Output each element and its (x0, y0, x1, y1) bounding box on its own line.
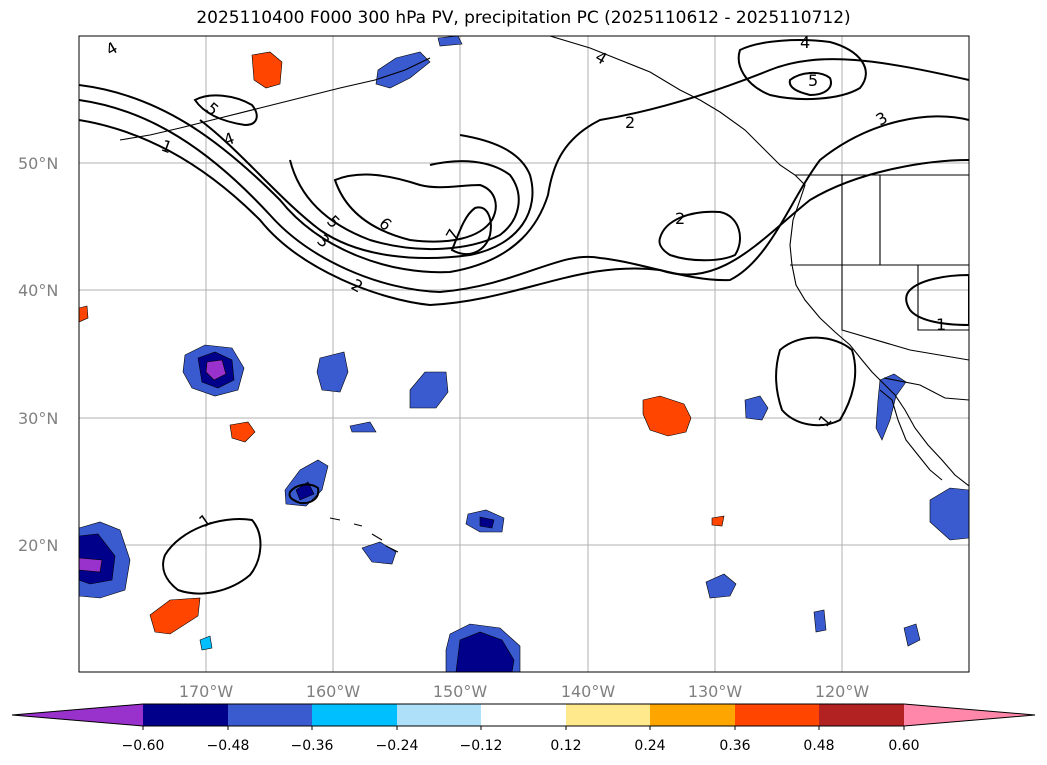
state-borders (790, 174, 969, 361)
pv-contour-3 (79, 58, 969, 274)
precip-positive-patch (79, 305, 89, 323)
lon-label: 120°W (815, 682, 870, 701)
lat-label: 40°N (18, 281, 58, 300)
precip-negative-patch (903, 623, 921, 647)
pv-contour-5-ne (788, 72, 832, 97)
pv-contour-4 (199, 119, 534, 259)
precip-negative-patch (349, 421, 377, 433)
colorbar-bin (481, 704, 566, 726)
lon-label: 130°W (688, 682, 743, 701)
precip-positive-patch (229, 421, 256, 443)
precip-negative-patch (79, 533, 116, 585)
precip-negative-patch (455, 631, 515, 672)
pv-contour-6 (333, 173, 497, 243)
pv-contour-1-se (905, 273, 969, 327)
precip-negative-patch (375, 51, 431, 89)
colorbar-bin (397, 704, 481, 726)
colorbar-tick-label: −0.36 (291, 738, 334, 754)
contour-label: 4 (800, 33, 810, 52)
precip-positive-patch (251, 51, 283, 89)
lat-labels: 50°N 40°N 30°N 20°N (18, 154, 58, 555)
colorbar-bin (143, 704, 228, 726)
colorbar-tick-label: −0.24 (376, 738, 419, 754)
pv-contour-4-ne (737, 39, 867, 101)
chart-title: 2025110400 F000 300 hPa PV, precipitatio… (196, 8, 851, 28)
coastline-baja (879, 389, 943, 481)
lon-label: 170°W (179, 682, 234, 701)
precip-negative-patch (199, 635, 213, 651)
contour-label: 1 (936, 315, 946, 334)
colorbar-bin (566, 704, 650, 726)
contour-label: 5 (808, 71, 818, 90)
colorbar-bin (819, 704, 904, 726)
colorbar-over (904, 704, 1035, 726)
colorbar-tick-label: 0.36 (719, 738, 750, 754)
precip-negative-patch (79, 557, 103, 573)
border-us-mexico (883, 377, 969, 401)
colorbar-tick-label: 0.48 (803, 738, 834, 754)
colorbar: −0.60 −0.48 −0.36 −0.24 −0.12 0.12 0.24 … (11, 703, 1036, 754)
lon-labels: 170°W 160°W 150°W 140°W 130°W 120°W (179, 682, 870, 701)
precip-positive-patch (149, 597, 201, 635)
lon-label: 150°W (433, 682, 488, 701)
precip-negative-patch (316, 351, 349, 393)
lat-label: 50°N (18, 154, 58, 173)
precip-negative-patch (875, 373, 907, 441)
coastline-alaska-chain (119, 57, 431, 141)
contour-label: 2 (625, 113, 635, 132)
pv-contour-7 (450, 206, 492, 255)
map-frame (78, 35, 970, 673)
colorbar-tick-label: −0.60 (122, 738, 165, 754)
colorbar-tick-label: −0.12 (460, 738, 503, 754)
pv-contour-2 (79, 99, 969, 294)
lon-label: 140°W (561, 682, 616, 701)
pv-contour-1 (79, 119, 969, 307)
precip-negative-patch (705, 573, 737, 599)
pv-contour-1-sw (162, 518, 262, 595)
coastlines (119, 36, 969, 553)
colorbar-bin (228, 704, 312, 726)
colorbar-under (12, 704, 143, 726)
colorbar-bin (735, 704, 819, 726)
contour-label: 2 (675, 209, 685, 228)
precip-negative-patch (744, 395, 769, 421)
precip-positive-patch (642, 395, 692, 437)
colorbar-tick-label: 0.24 (634, 738, 665, 754)
colorbar-bin (312, 704, 397, 726)
precip-negative-patch (205, 359, 227, 381)
colorbar-tick-label: −0.48 (207, 738, 250, 754)
precip-negative-patch (409, 371, 449, 409)
pv-contour-2-east (658, 210, 741, 262)
colorbar-ticks (142, 726, 905, 730)
lon-label: 160°W (306, 682, 361, 701)
colorbar-tick-label: 0.12 (550, 738, 581, 754)
precip-shading (79, 36, 969, 672)
pv-contour-5-nw (193, 94, 258, 127)
colorbar-tick-label: 0.60 (888, 738, 919, 754)
lat-label: 30°N (18, 409, 58, 428)
colorbar-bin (650, 704, 735, 726)
precip-negative-patch (929, 487, 969, 541)
precip-negative-patch (361, 541, 397, 565)
coastline-hawaii (329, 517, 399, 553)
pv-contour-1-small (288, 483, 320, 505)
precip-positive-patch (711, 515, 725, 527)
precip-negative-patch (813, 609, 827, 633)
pv-contour-1-east (775, 336, 857, 427)
precip-negative-patch (437, 36, 463, 47)
lat-label: 20°N (18, 536, 58, 555)
precip-negative-patch (479, 516, 495, 529)
pv-contours (79, 39, 969, 595)
